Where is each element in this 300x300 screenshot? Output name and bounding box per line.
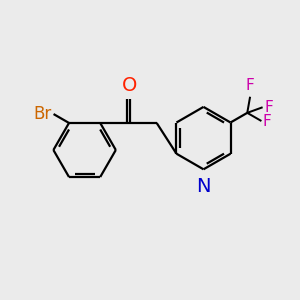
Text: F: F: [246, 78, 254, 93]
Text: O: O: [122, 76, 138, 95]
Text: F: F: [263, 113, 272, 128]
Text: Br: Br: [33, 105, 51, 123]
Text: N: N: [196, 177, 211, 196]
Text: F: F: [264, 100, 273, 115]
